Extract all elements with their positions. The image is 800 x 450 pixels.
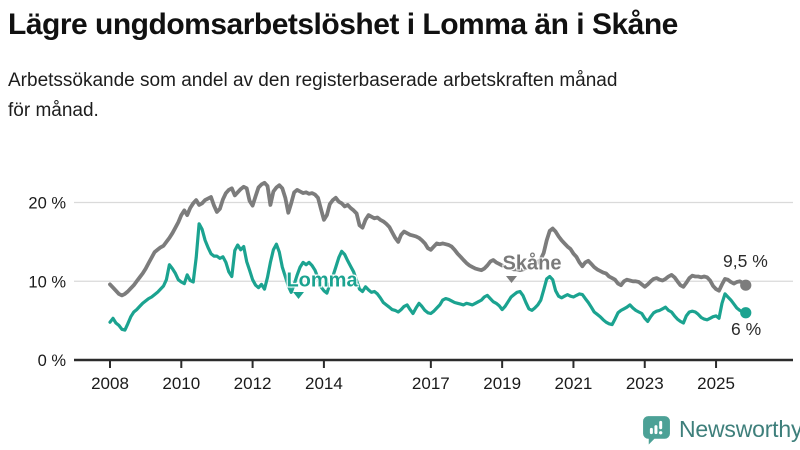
series-label-skane: Skåne: [502, 252, 562, 275]
x-axis-tick-label: 2012: [234, 374, 272, 393]
lomma-line: [108, 222, 748, 332]
x-axis-tick-label: 2025: [697, 374, 735, 393]
newsworthy-branding: Newsworthy: [641, 414, 800, 445]
series-label-lomma: Lomma: [286, 269, 358, 292]
page-title: Lägre ungdomsarbetslöshet i Lomma än i S…: [8, 8, 678, 41]
y-axis-tick-label: 0 %: [38, 352, 67, 370]
x-axis-tick-label: 2008: [91, 374, 129, 393]
skane-end-value-label: 9,5 %: [723, 251, 768, 271]
skane-end-dot: [740, 279, 752, 291]
newsworthy-wordmark: Newsworthy: [679, 416, 800, 442]
x-axis-tick-label: 2017: [412, 374, 450, 393]
x-axis-tick-label: 2014: [305, 374, 343, 393]
x-axis-tick-label: 2010: [162, 374, 200, 393]
lomma-label-pointer: [293, 292, 304, 299]
x-axis-tick-label: 2021: [555, 374, 593, 393]
lomma-end-dot: [740, 307, 752, 319]
chart-subtitle: Arbetssökande som andel av den registerb…: [8, 70, 618, 121]
x-axis-tick-label: 2019: [483, 374, 521, 393]
y-axis-tick-label: 10 %: [28, 273, 66, 291]
skane-label-pointer: [506, 276, 517, 283]
newsworthy-logo-icon: [643, 416, 670, 445]
skane-line: [108, 180, 748, 298]
lomma-end-value-label: 6 %: [731, 319, 762, 339]
y-axis-tick-label: 20 %: [28, 195, 66, 213]
x-axis-tick-label: 2023: [626, 374, 664, 393]
